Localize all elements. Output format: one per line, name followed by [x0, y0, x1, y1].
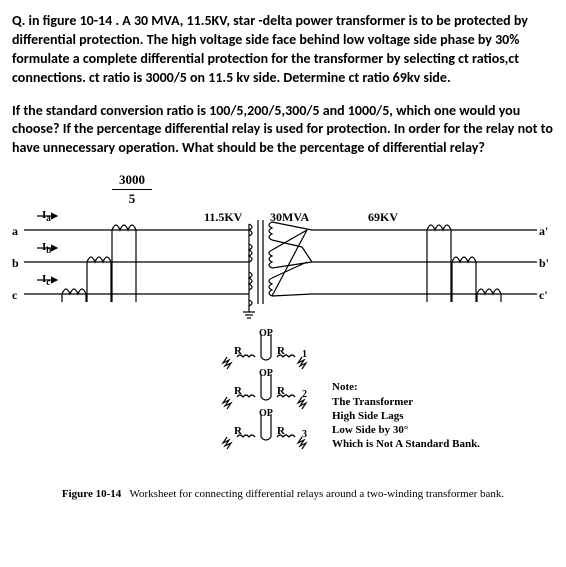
relay1-op: OP — [259, 328, 273, 339]
relay2-op: OP — [259, 368, 273, 379]
relay1-r-right: R — [277, 345, 285, 357]
hv-voltage-label: 69KV — [368, 210, 398, 225]
figure-caption: Figure 10-14 Worksheet for connecting di… — [12, 488, 554, 500]
current-ia: Ia — [42, 209, 51, 223]
relay2-num: 2 — [302, 389, 307, 400]
note-box: Note: The Transformer High Side Lags Low… — [332, 380, 480, 451]
current-ib: Ib — [42, 241, 51, 255]
note-line4: Which is Not A Standard Bank. — [332, 437, 480, 451]
relay2-r-right: R — [277, 385, 285, 397]
ct-ratio-fraction: 3000 5 — [112, 172, 152, 207]
note-title: Note: — [332, 380, 480, 394]
ct-ratio-numerator: 3000 — [112, 172, 152, 188]
lv-voltage-label: 11.5KV — [204, 210, 242, 225]
current-ic: Ic — [42, 273, 50, 287]
relay3-r-left: R — [234, 425, 242, 437]
relay3-num: 3 — [302, 429, 307, 440]
phase-b: b — [12, 256, 19, 271]
phase-b-prime: b' — [539, 256, 549, 271]
ct-ratio-denominator: 5 — [112, 191, 152, 207]
relay1-num: 1 — [302, 349, 307, 360]
relay1-r-left: R — [234, 345, 242, 357]
phase-c-prime: c' — [539, 288, 548, 303]
rating-label: 30MVA — [270, 210, 309, 225]
figure-10-14: 3000 5 11.5KV 30MVA 69KV a b c a' b' c' … — [12, 172, 552, 482]
question-paragraph-1: Q. in figure 10-14 . A 30 MVA, 11.5KV, s… — [12, 12, 554, 88]
phase-c: c — [12, 288, 17, 303]
note-line2: High Side Lags — [332, 409, 480, 423]
relay2-r-left: R — [234, 385, 242, 397]
relay3-op: OP — [259, 408, 273, 419]
note-line1: The Transformer — [332, 395, 480, 409]
relay3-r-right: R — [277, 425, 285, 437]
phase-a-prime: a' — [539, 224, 548, 239]
figure-number: Figure 10-14 — [62, 488, 121, 500]
question-paragraph-2: If the standard conversion ratio is 100/… — [12, 102, 554, 159]
note-line3: Low Side by 30° — [332, 423, 480, 437]
figure-caption-text: Worksheet for connecting differential re… — [130, 488, 505, 500]
phase-a: a — [12, 224, 18, 239]
